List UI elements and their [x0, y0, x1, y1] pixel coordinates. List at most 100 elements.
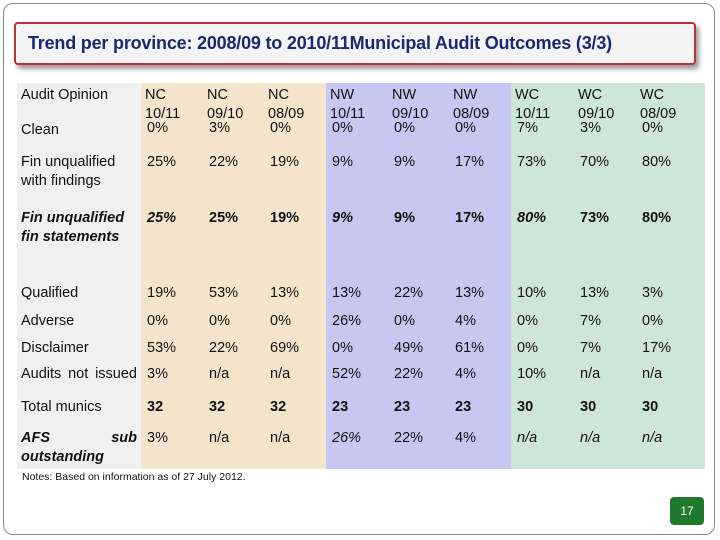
column-header-year: 08/09: [268, 106, 305, 122]
table-cell: 19%: [270, 210, 300, 226]
table-cell: 0%: [517, 340, 538, 356]
table-cell: 0%: [455, 120, 476, 136]
table-cell: 53%: [209, 285, 239, 301]
table-cell: 80%: [642, 154, 672, 170]
table-cell: 69%: [270, 340, 300, 356]
row-label: Audits not issued: [17, 362, 141, 395]
table-cell: 9%: [394, 154, 415, 170]
table-cell: n/a: [209, 430, 230, 446]
table-cell: 0%: [270, 313, 291, 329]
table-cell: 3%: [209, 120, 230, 136]
table-cell: 17%: [642, 340, 672, 356]
column-band: [449, 83, 511, 469]
table-cell: 3%: [580, 120, 601, 136]
table-cell: 70%: [580, 154, 610, 170]
column-header: NW 08/09: [449, 83, 511, 122]
slide-frame: [3, 3, 715, 535]
table-cell: 26%: [332, 430, 362, 446]
column-band: [203, 83, 264, 469]
table-cell: 7%: [517, 120, 538, 136]
table-cell: 30: [580, 399, 597, 415]
column-header: NW 09/10: [388, 83, 449, 122]
column-band: [574, 83, 636, 469]
column-header-year: 08/09: [640, 106, 677, 122]
row-label: Adverse: [17, 309, 141, 336]
table-cell: 19%: [270, 154, 300, 170]
row-label: Disclaimer: [17, 336, 141, 362]
column-band: [141, 83, 203, 469]
table-cell: 3%: [642, 285, 663, 301]
table-cell: 4%: [455, 430, 476, 446]
table-cell: 61%: [455, 340, 485, 356]
column-header-province: NW: [330, 87, 355, 103]
table-cell: 13%: [455, 285, 485, 301]
table-cell: 53%: [147, 340, 177, 356]
table-cell: 9%: [332, 154, 353, 170]
footnote: Notes: Based on information as of 27 Jul…: [22, 471, 246, 483]
audit-outcomes-table: Audit Opinion NC 10/11 NC 09/10 NC 08/09 NW 10/1…: [17, 83, 705, 469]
table-cell: 19%: [147, 285, 177, 301]
table-cell: 7%: [580, 313, 601, 329]
column-header-province: WC: [515, 87, 540, 103]
column-header: NC 09/10: [203, 83, 264, 122]
table-cell: 4%: [455, 366, 476, 382]
column-header-year: 10/11: [145, 106, 181, 122]
column-header-year: 10/11: [515, 106, 551, 122]
row-label: Total munics: [17, 395, 141, 426]
table-cell: 26%: [332, 313, 362, 329]
table-cell: n/a: [209, 366, 230, 382]
table-cell: 23: [394, 399, 411, 415]
slide-title: Trend per province: 2008/09 to 2010/11Mu…: [28, 33, 612, 53]
column-band: [388, 83, 449, 469]
column-header-province: NW: [392, 87, 417, 103]
table-cell: 13%: [332, 285, 362, 301]
table-cell: 22%: [394, 285, 424, 301]
table-cell: 30: [517, 399, 534, 415]
table-cell: 9%: [332, 210, 353, 226]
table-cell: 0%: [642, 120, 663, 136]
table-cell: 0%: [209, 313, 230, 329]
column-header-province: NC: [207, 87, 228, 103]
table-cell: 25%: [209, 210, 239, 226]
table-cell: 73%: [517, 154, 547, 170]
column-header-province: WC: [640, 87, 665, 103]
column-band: [326, 83, 388, 469]
row-label: Fin unqualified with findings: [17, 150, 141, 206]
column-header: NC 10/11: [141, 83, 203, 122]
title-banner: Trend per province: 2008/09 to 2010/11Mu…: [14, 22, 696, 65]
table-cell: 22%: [209, 340, 239, 356]
column-header-province: NC: [145, 87, 166, 103]
row-label: Qualified: [17, 281, 141, 309]
table-cell: 0%: [517, 313, 538, 329]
table-cell: 23: [455, 399, 472, 415]
table-cell: 13%: [270, 285, 300, 301]
table-cell: 25%: [147, 154, 177, 170]
table-cell: 13%: [580, 285, 610, 301]
column-header: NC 08/09: [264, 83, 326, 122]
column-header-year: 09/10: [207, 106, 244, 122]
row-label: AFS sub outstanding: [17, 426, 141, 469]
table-cell: 80%: [517, 210, 547, 226]
table-cell: 22%: [394, 430, 424, 446]
column-header: WC 08/09: [636, 83, 705, 122]
table-cell: 0%: [394, 120, 415, 136]
table-cell: 23: [332, 399, 349, 415]
table-cell: n/a: [270, 430, 291, 446]
column-header-year: 09/10: [578, 106, 615, 122]
table-cell: 80%: [642, 210, 672, 226]
table-cell: 32: [270, 399, 287, 415]
table-cell: 9%: [394, 210, 415, 226]
table-cell: 0%: [394, 313, 415, 329]
column-header: NW 10/11: [326, 83, 388, 122]
table-cell: 0%: [147, 120, 168, 136]
table-cell: 52%: [332, 366, 362, 382]
table-cell: n/a: [580, 366, 601, 382]
table-cell: 3%: [147, 430, 168, 446]
table-cell: 32: [147, 399, 164, 415]
table-cell: 49%: [394, 340, 424, 356]
column-header-year: 08/09: [453, 106, 490, 122]
table-cell: 22%: [394, 366, 424, 382]
table-cell: n/a: [517, 430, 538, 446]
table-cell: 7%: [580, 340, 601, 356]
column-header-province: NW: [453, 87, 478, 103]
